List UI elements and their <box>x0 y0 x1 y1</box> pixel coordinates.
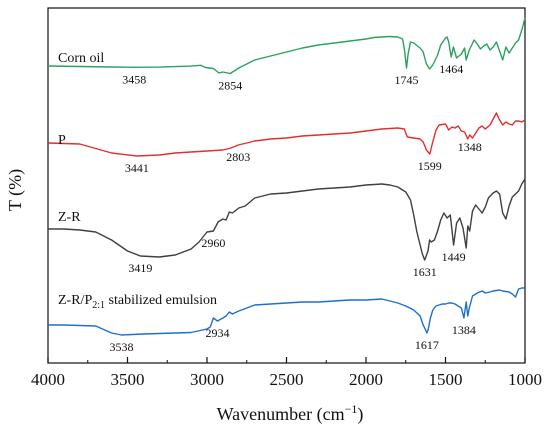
peak-label-1599: 1599 <box>418 159 442 173</box>
peak-label-2960: 2960 <box>201 236 225 250</box>
series-label-0: Corn oil <box>58 51 104 66</box>
series-line-3 <box>48 287 525 336</box>
peak-label-3538: 3538 <box>110 340 134 354</box>
series-labels: Corn oil P Z-R Z-R/P2:1 stabilized emulsion <box>58 51 217 311</box>
peak-label-3419: 3419 <box>128 261 152 275</box>
series-line-0 <box>47 17 526 75</box>
peak-label-1631: 1631 <box>413 265 437 279</box>
series-layer <box>47 17 526 336</box>
peak-label-3458: 3458 <box>122 72 146 86</box>
peak-label-2803: 2803 <box>226 150 250 164</box>
x-tick-label-3000: 3000 <box>190 370 224 389</box>
peak-label-1449: 1449 <box>442 250 466 264</box>
x-tick-label-1000: 1000 <box>508 370 542 389</box>
peak-annotations: 3458 2854 1745 1464 3441 2803 1599 1348 3419 2960… <box>110 62 482 354</box>
peak-label-1617: 1617 <box>415 338 439 352</box>
x-axis-title: Wavenumber (cm−1) <box>217 402 364 425</box>
x-tick-label-1500: 1500 <box>429 370 463 389</box>
series-label-2: Z-R <box>58 210 81 225</box>
x-tick-label-2500: 2500 <box>270 370 304 389</box>
series-line-2 <box>48 178 526 261</box>
peak-label-2934: 2934 <box>206 326 230 340</box>
x-tick-label-2000: 2000 <box>349 370 383 389</box>
series-label-1: P <box>58 133 66 148</box>
series-label-3: Z-R/P2:1 stabilized emulsion <box>58 293 217 311</box>
peak-label-1384: 1384 <box>452 323 476 337</box>
peak-label-1348: 1348 <box>458 140 482 154</box>
x-tick-label-3500: 3500 <box>111 370 145 389</box>
y-axis-title: T (%) <box>5 169 26 211</box>
x-axis-ticks: 4000 3500 3000 2500 2000 1500 1000 <box>31 357 542 389</box>
peak-label-1745: 1745 <box>395 73 419 87</box>
series-line-1 <box>47 112 526 157</box>
peak-label-1464: 1464 <box>439 62 463 76</box>
peak-label-2854: 2854 <box>218 79 242 93</box>
x-tick-label-4000: 4000 <box>31 370 65 389</box>
peak-label-3441: 3441 <box>125 161 149 175</box>
